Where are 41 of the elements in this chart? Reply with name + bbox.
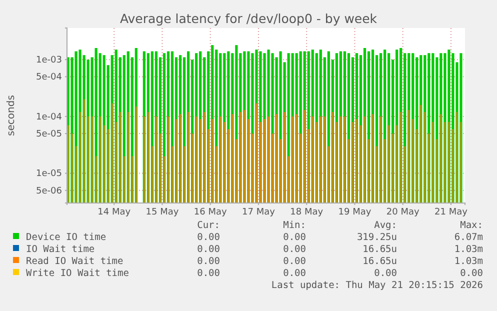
x-tick-label: 17 May <box>242 207 276 218</box>
y-tick-label: 5e-04 <box>36 72 62 83</box>
text: 0.00 <box>283 244 306 255</box>
text: 0.00 <box>197 232 220 243</box>
x-tick-label: 18 May <box>290 207 324 218</box>
text: 0.00 <box>197 256 220 267</box>
text: Avg: <box>374 220 397 231</box>
legend-label: Device IO time <box>26 232 106 243</box>
text: 0.00 <box>283 268 306 279</box>
x-tick-label: 21 May <box>434 207 468 218</box>
chart-title: Average latency for /dev/loop0 - by week <box>120 11 378 26</box>
text: 0.00 <box>197 268 220 279</box>
x-tick-label: 19 May <box>338 207 372 218</box>
text: Max: <box>460 220 483 231</box>
text: 16.65u <box>362 244 397 255</box>
y-tick-label: 1e-03 <box>36 55 62 66</box>
legend-label: IO Wait time <box>26 244 95 255</box>
text: Last update: Thu May 21 20:15:15 2026 <box>271 280 484 291</box>
x-tick-label: 20 May <box>386 207 420 218</box>
text: 319.25u <box>356 232 397 243</box>
y-tick-label: 1e-04 <box>36 112 62 122</box>
text: 6.07m <box>454 232 484 243</box>
text: 0.00 <box>283 256 306 267</box>
x-tick-label: 16 May <box>194 207 228 218</box>
x-tick-label: 15 May <box>146 207 180 218</box>
text: Cur: <box>197 220 220 231</box>
text: 1.03m <box>454 244 484 255</box>
y-tick-label: 5e-06 <box>36 186 62 196</box>
y-axis-title: seconds <box>6 95 17 136</box>
text: 0.00 <box>374 268 398 279</box>
text: 0.00 <box>197 244 220 255</box>
legend-label: Read IO Wait time <box>26 256 124 267</box>
legend-label: Write IO Wait time <box>26 268 130 279</box>
text: 0.00 <box>460 268 484 279</box>
x-tick-label: 14 May <box>98 207 132 218</box>
text: 1.03m <box>454 256 484 267</box>
text: 16.65u <box>362 256 397 267</box>
text: 0.00 <box>283 232 306 243</box>
y-tick-label: 1e-05 <box>36 169 62 180</box>
y-tick-label: 5e-05 <box>36 129 62 140</box>
text: Min: <box>283 220 306 231</box>
